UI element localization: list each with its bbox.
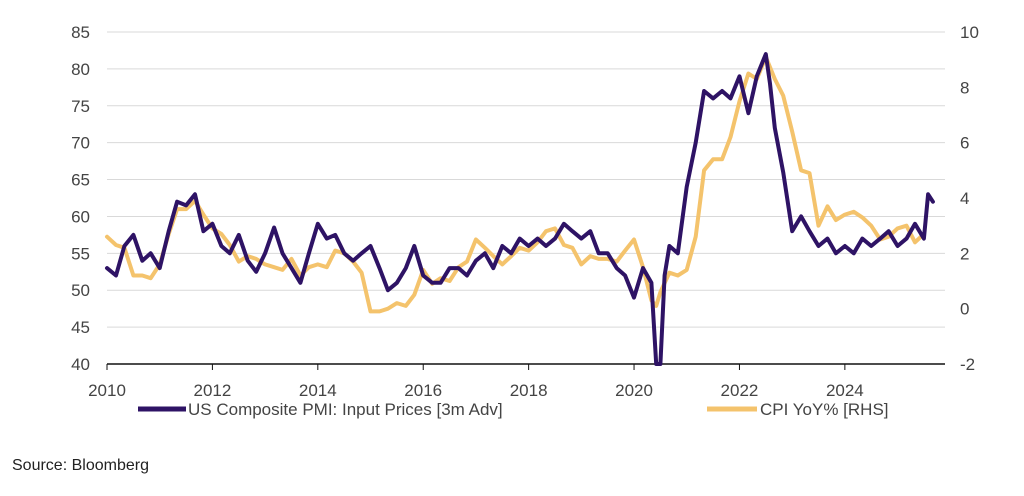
y-right-tick-label: 0 [960, 300, 969, 319]
legend-item-cpi-label: CPI YoY% [RHS] [760, 400, 889, 419]
chart: 2010 2012 2014 2016 2018 2020 2022 2024 4045505… [71, 23, 979, 419]
y-left-tick-label: 55 [71, 244, 90, 263]
gridlines [107, 31, 945, 365]
x-tick-label: 2014 [299, 381, 337, 400]
x-axis: 2010 2012 2014 2016 2018 2020 2022 2024 [88, 364, 864, 400]
y-left-tick-label: 45 [71, 318, 90, 337]
y-right-tick-label: 6 [960, 134, 969, 153]
y-right-tick-label: 2 [960, 244, 969, 263]
y-left-tick-label: 85 [71, 23, 90, 42]
series-line-pmi-input-prices [105, 52, 935, 366]
y-left-tick-label: 60 [71, 207, 90, 226]
y-left-tick-label: 70 [71, 134, 90, 153]
left-y-axis: 40 45 50 55 60 65 70 75 80 85 [71, 23, 90, 374]
series-line-cpi-yoy [105, 54, 926, 314]
x-tick-label: 2024 [826, 381, 864, 400]
x-tick-label: 2012 [193, 381, 231, 400]
x-tick-label: 2018 [510, 381, 548, 400]
y-right-tick-label: 10 [960, 23, 979, 42]
series-lines [105, 52, 935, 366]
y-left-tick-label: 75 [71, 97, 90, 116]
y-left-tick-label: 80 [71, 60, 90, 79]
y-right-tick-label: 4 [960, 189, 969, 208]
x-tick-label: 2010 [88, 381, 126, 400]
y-left-tick-label: 40 [71, 355, 90, 374]
y-left-tick-label: 65 [71, 171, 90, 190]
x-tick-label: 2022 [721, 381, 759, 400]
x-tick-label: 2020 [615, 381, 653, 400]
y-right-tick-label: -2 [960, 355, 975, 374]
x-tick-label: 2016 [404, 381, 442, 400]
legend: US Composite PMI: Input Prices [3m Adv] C… [138, 400, 889, 419]
legend-item-pmi-label: US Composite PMI: Input Prices [3m Adv] [188, 400, 503, 419]
y-right-tick-label: 8 [960, 78, 969, 97]
right-y-axis: -2 0 2 4 6 8 10 [960, 23, 979, 374]
source-note: Source: Bloomberg [12, 457, 149, 474]
y-left-tick-label: 50 [71, 281, 90, 300]
